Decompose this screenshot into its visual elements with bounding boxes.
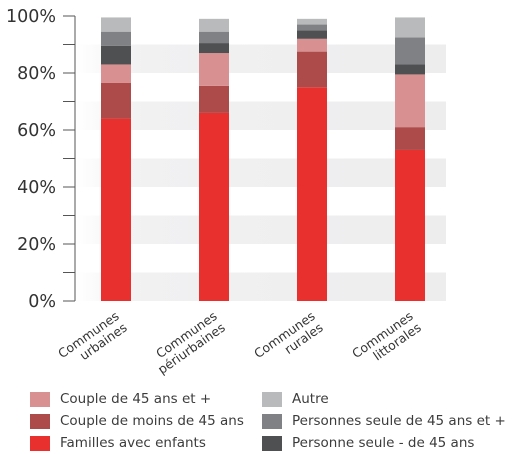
legend-swatch <box>30 391 50 407</box>
legend-label: Autre <box>292 391 329 407</box>
x-tick-label: Communesrurales <box>251 308 326 372</box>
y-tick-label: 20% <box>17 235 56 255</box>
bar-segment <box>101 17 131 32</box>
bar-segment <box>297 51 327 88</box>
chart-legend: Couple de 45 ans et + Autre Couple de moin… <box>0 388 512 455</box>
bar-segment <box>395 149 425 301</box>
bar-segment <box>395 127 425 150</box>
bar-segment <box>395 74 425 128</box>
legend-swatch <box>262 413 282 429</box>
y-tick-label: 80% <box>17 64 56 84</box>
legend-item: Familles avec enfants <box>30 433 206 453</box>
bar-stack <box>199 18 229 302</box>
bar-segment <box>297 38 327 52</box>
bar-segment <box>101 45 131 65</box>
bar-stack <box>101 17 131 301</box>
legend-swatch <box>30 413 50 429</box>
legend-label: Personnes seule de 45 ans et + <box>292 413 506 429</box>
bar-segment <box>199 31 229 44</box>
y-tick-label: 0% <box>28 292 56 312</box>
bar-segment <box>101 31 131 46</box>
legend-item: Personne seule - de 45 ans <box>262 433 474 453</box>
legend-item: Couple de moins de 45 ans <box>30 411 244 431</box>
stacked-bar-chart: 0% 20% 40% 60% 80% 100% Communesurbaines Commu… <box>6 7 446 377</box>
grid-band <box>75 215 446 244</box>
legend-label: Personne seule - de 45 ans <box>292 435 475 451</box>
grid-band <box>75 272 446 301</box>
bar-segment <box>297 30 327 39</box>
grid-band <box>75 101 446 130</box>
x-tick-label: Communespériurbaines <box>147 308 228 377</box>
legend-swatch <box>262 391 282 407</box>
y-tick-label: 40% <box>17 178 56 198</box>
bar-segment <box>297 18 327 25</box>
bar-segment <box>395 37 425 65</box>
bar-segment <box>101 82 131 119</box>
bar-segment <box>199 18 229 32</box>
bar-segment <box>395 17 425 38</box>
bar-segment <box>395 64 425 75</box>
legend-label: Couple de 45 ans et + <box>60 391 212 407</box>
bar-segment <box>199 53 229 86</box>
x-tick-label: Communeslittorales <box>349 308 424 372</box>
legend-label: Familles avec enfants <box>60 435 206 451</box>
grid-band <box>75 158 446 187</box>
legend-swatch <box>262 435 282 451</box>
legend-item: Couple de 45 ans et + <box>30 389 211 409</box>
bar-segment <box>199 85 229 113</box>
legend-item: Autre <box>262 389 329 409</box>
legend-swatch <box>30 435 50 451</box>
y-tick-label: 100% <box>6 7 56 27</box>
grid-band <box>75 44 446 73</box>
y-tick-label: 60% <box>17 121 56 141</box>
bar-segment <box>199 112 229 302</box>
legend-item: Personnes seule de 45 ans et + <box>262 411 506 431</box>
bar-segment <box>101 64 131 83</box>
bar-segment <box>199 43 229 54</box>
bar-stack <box>297 18 327 301</box>
bar-segment <box>297 24 327 31</box>
legend-label: Couple de moins de 45 ans <box>60 413 244 429</box>
bar-segment <box>297 87 327 301</box>
x-tick-label: Communesurbaines <box>55 308 130 372</box>
bar-segment <box>101 118 131 301</box>
bar-stack <box>395 17 425 301</box>
